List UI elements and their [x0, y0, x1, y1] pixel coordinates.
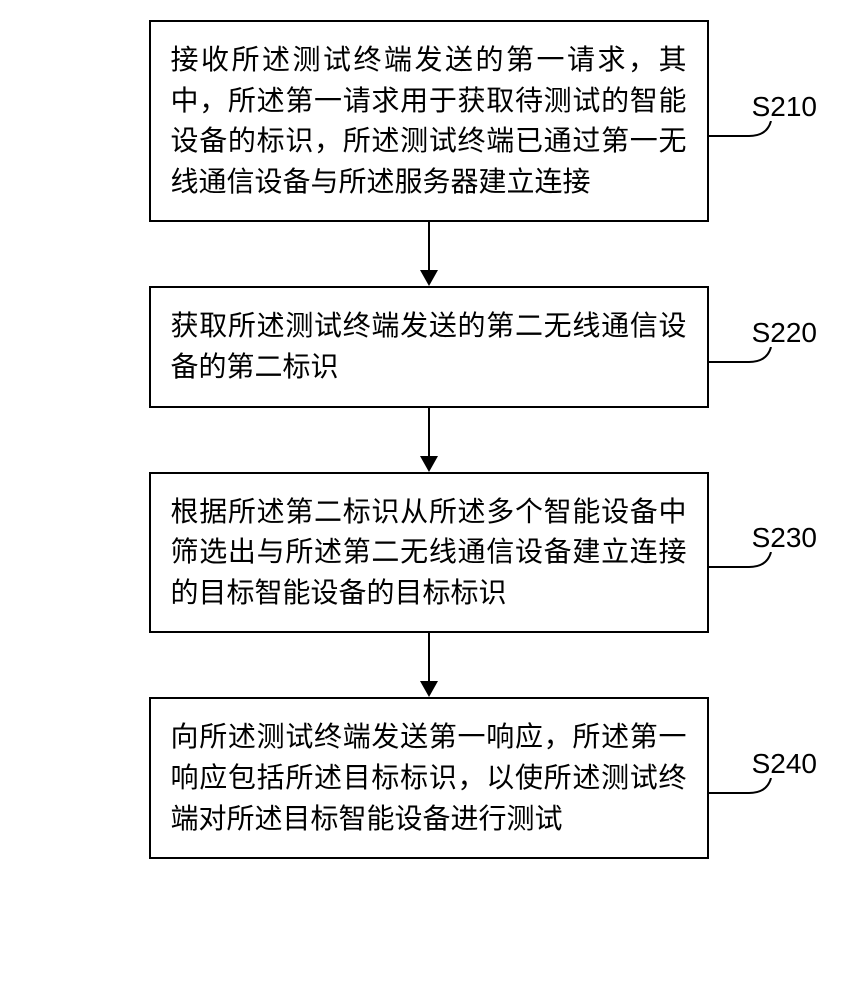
label-connector-s230: [709, 552, 789, 582]
label-connector-s240: [709, 778, 789, 808]
arrow-1: [420, 222, 438, 286]
step-label-s230: S230: [752, 522, 817, 554]
arrow-head-icon: [420, 681, 438, 697]
flowchart-row-3: 根据所述第二标识从所述多个智能设备中筛选出与所述第二无线通信设备建立连接的目标智…: [20, 472, 837, 634]
arrow-head-icon: [420, 270, 438, 286]
flowchart-row-2: 获取所述测试终端发送的第二无线通信设备的第二标识 S220: [20, 286, 837, 407]
node-text: 获取所述测试终端发送的第二无线通信设备的第二标识: [171, 310, 687, 382]
node-text: 根据所述第二标识从所述多个智能设备中筛选出与所述第二无线通信设备建立连接的目标智…: [171, 496, 687, 608]
arrow-line: [428, 633, 430, 681]
flowchart-node-s240: 向所述测试终端发送第一响应，所述第一响应包括所述目标标识，以使所述测试终端对所述…: [149, 697, 709, 859]
arrow-line: [428, 408, 430, 456]
node-text: 向所述测试终端发送第一响应，所述第一响应包括所述目标标识，以使所述测试终端对所述…: [171, 721, 687, 833]
arrow-3: [420, 633, 438, 697]
label-connector-s220: [709, 347, 789, 377]
arrow-head-icon: [420, 456, 438, 472]
step-label-s220: S220: [752, 317, 817, 349]
arrow-2: [420, 408, 438, 472]
flowchart-row-1: 接收所述测试终端发送的第一请求，其中，所述第一请求用于获取待测试的智能设备的标识…: [20, 20, 837, 222]
flowchart-node-s210: 接收所述测试终端发送的第一请求，其中，所述第一请求用于获取待测试的智能设备的标识…: [149, 20, 709, 222]
label-connector-s210: [709, 121, 789, 151]
node-text: 接收所述测试终端发送的第一请求，其中，所述第一请求用于获取待测试的智能设备的标识…: [171, 44, 687, 197]
flowchart-node-s230: 根据所述第二标识从所述多个智能设备中筛选出与所述第二无线通信设备建立连接的目标智…: [149, 472, 709, 634]
flowchart-container: 接收所述测试终端发送的第一请求，其中，所述第一请求用于获取待测试的智能设备的标识…: [20, 20, 837, 859]
step-label-s210: S210: [752, 91, 817, 123]
step-label-s240: S240: [752, 748, 817, 780]
flowchart-node-s220: 获取所述测试终端发送的第二无线通信设备的第二标识: [149, 286, 709, 407]
flowchart-row-4: 向所述测试终端发送第一响应，所述第一响应包括所述目标标识，以使所述测试终端对所述…: [20, 697, 837, 859]
arrow-line: [428, 222, 430, 270]
